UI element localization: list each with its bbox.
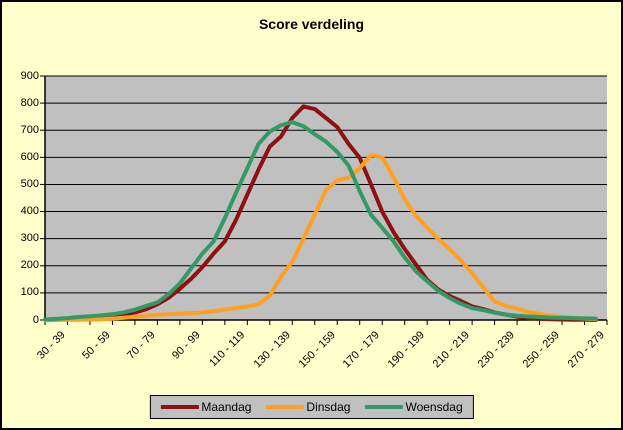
- y-axis-label-500: 500: [20, 177, 39, 190]
- woensdag-line-swatch: [364, 405, 403, 409]
- chart-title: Score verdeling: [258, 16, 365, 32]
- y-axis-label-200: 200: [20, 259, 39, 272]
- y-axis-label-0: 0: [32, 313, 39, 326]
- legend-item-dinsdag: Dinsdag: [265, 401, 350, 413]
- y-axis-label-700: 700: [20, 123, 39, 136]
- legend-item-woensdag: Woensdag: [364, 400, 463, 414]
- plot-background: [45, 76, 607, 320]
- y-axis-label-900: 900: [20, 69, 39, 82]
- legend-label-maandag: Maandag: [201, 400, 252, 414]
- maandag-line-swatch: [160, 405, 199, 409]
- series-line-dinsdag: [43, 153, 598, 322]
- legend-label-woensdag: Woensdag: [405, 400, 463, 414]
- legend-label-dinsdag: Dinsdag: [306, 400, 351, 414]
- y-axis-label-400: 400: [20, 205, 39, 218]
- y-axis-label-100: 100: [20, 286, 39, 299]
- y-axis-label-300: 300: [20, 232, 39, 245]
- y-axis-label-600: 600: [20, 150, 39, 163]
- y-axis-label-800: 800: [20, 96, 39, 109]
- dinsdag-line-swatch: [265, 405, 304, 409]
- series-line-woensdag: [43, 120, 598, 322]
- legend: Maandag Dinsdag Woensdag: [149, 395, 474, 419]
- legend-item-maandag: Maandag: [160, 401, 251, 413]
